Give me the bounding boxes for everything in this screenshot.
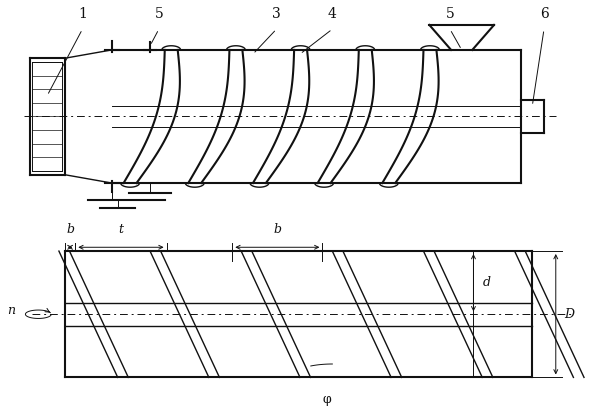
Text: 3: 3 [272,7,281,21]
Text: 4: 4 [328,7,337,21]
Text: b: b [274,223,281,236]
Text: φ: φ [322,393,331,406]
Text: 5: 5 [446,7,454,21]
Text: 6: 6 [539,7,548,21]
Text: b: b [66,223,74,236]
Text: d: d [482,276,490,289]
Text: D: D [565,308,575,321]
Text: t: t [118,223,124,236]
Text: n: n [7,304,15,317]
Text: 1: 1 [78,7,87,21]
Text: 5: 5 [155,7,163,21]
